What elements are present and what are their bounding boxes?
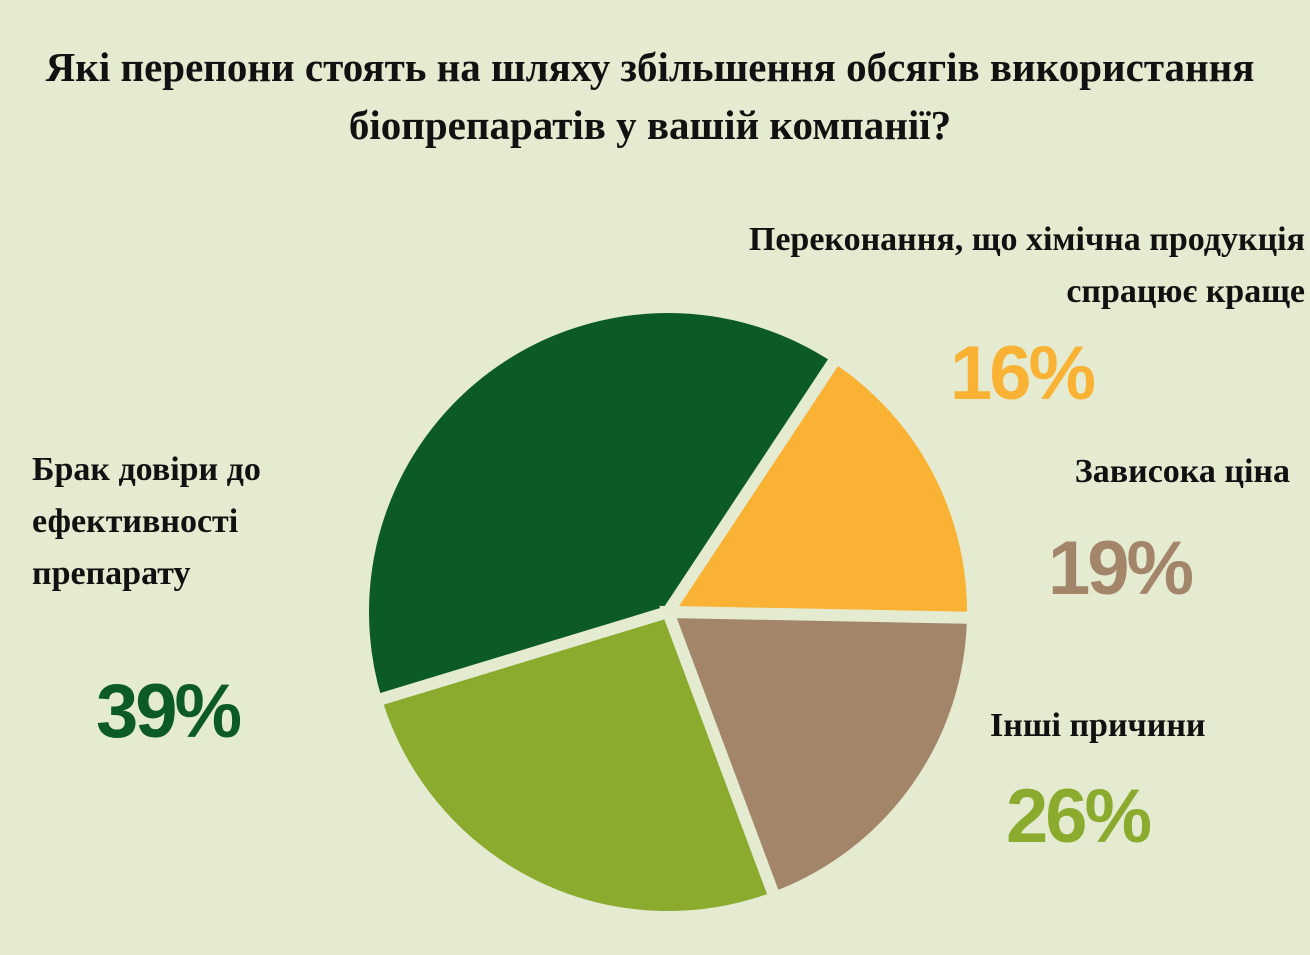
value-label: 16% — [950, 331, 1096, 416]
value-label: 39% — [96, 669, 242, 754]
slice-label: Зависока ціна — [1074, 453, 1290, 490]
value-label: 26% — [1006, 774, 1152, 859]
pie-slice — [357, 301, 845, 709]
slice-label: Інші причини — [990, 707, 1206, 744]
pie-slice — [368, 604, 783, 923]
slice-label: Брак довіри до ефективності препарату — [32, 451, 261, 592]
chart-title: Які перепони стоять на шляху збільшення … — [45, 44, 1255, 148]
pie-slice — [656, 349, 979, 624]
pie-slice — [659, 605, 980, 906]
value-label: 19% — [1048, 526, 1194, 611]
slice-label: Переконання, що хімічна продукція спрацю… — [748, 221, 1305, 310]
